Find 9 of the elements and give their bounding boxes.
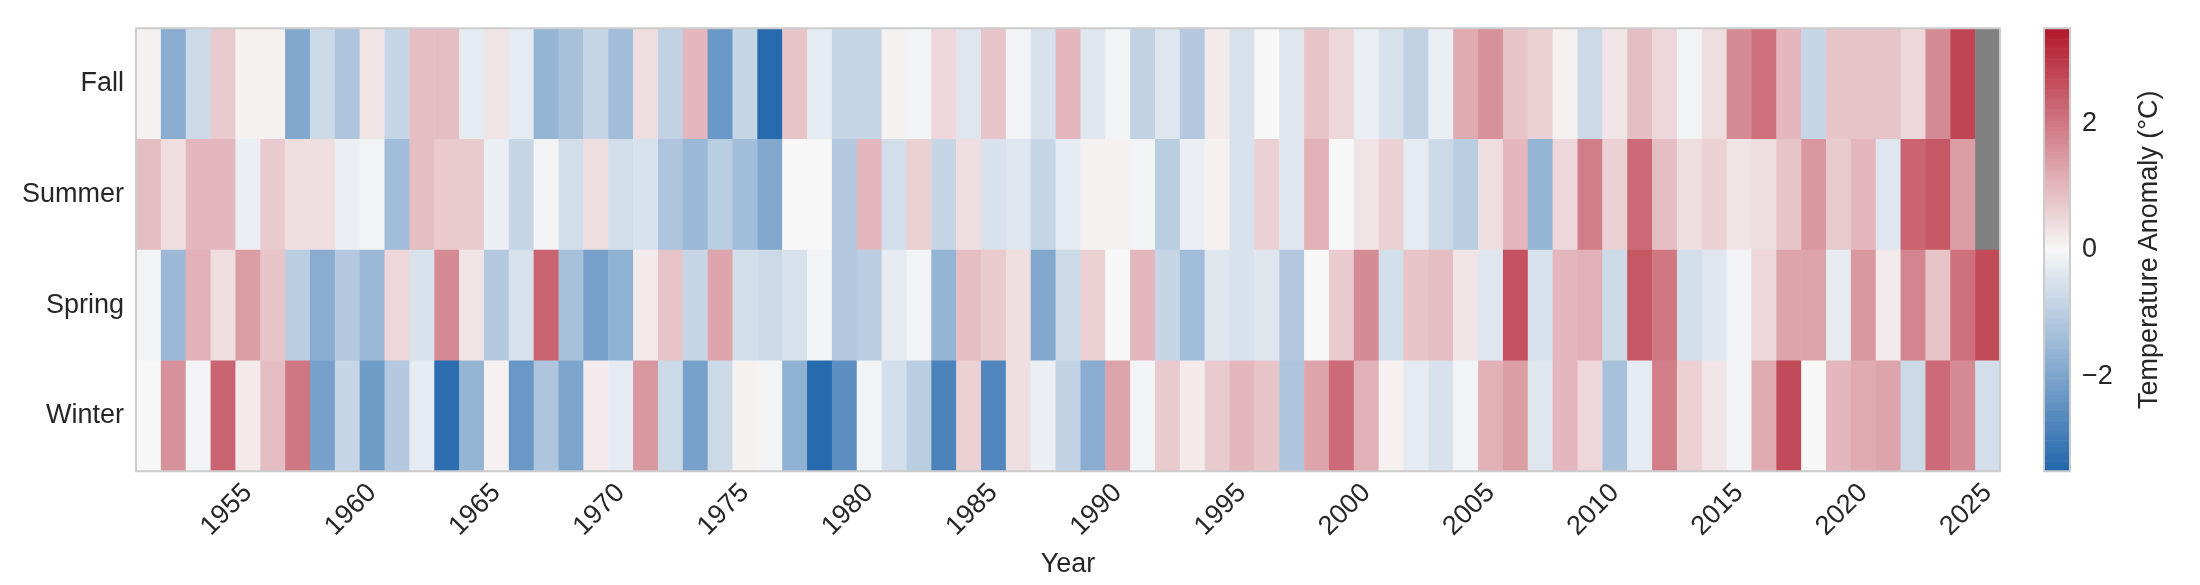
color-bar-label: 0 — [2082, 233, 2098, 264]
y-tick-label: Fall — [80, 67, 125, 98]
color-bar-label: −2 — [2082, 359, 2113, 390]
y-tick-label: Spring — [45, 288, 125, 319]
x-axis-title: Year — [1040, 548, 1096, 579]
color-bar-label: 2 — [2082, 106, 2098, 137]
y-tick-label: Winter — [46, 399, 125, 430]
y-tick-label: Summer — [22, 177, 125, 208]
color-bar-title: Temperature Anomaly (°C) — [2133, 90, 2164, 409]
